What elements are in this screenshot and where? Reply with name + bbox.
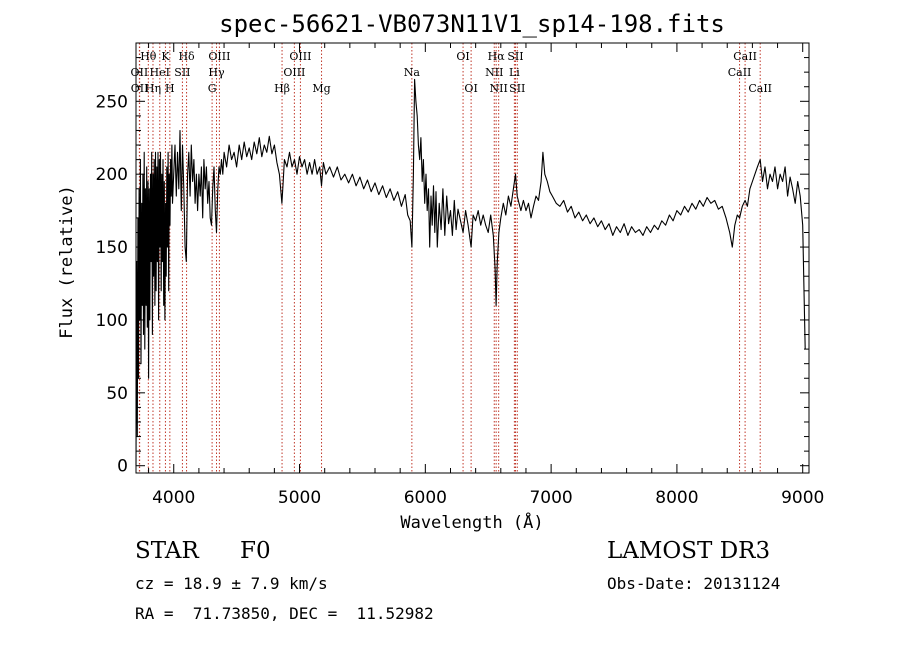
line-label-7: H: [165, 82, 175, 95]
line-label-8: Hδ: [178, 50, 195, 63]
line-label-25: CaII: [733, 50, 757, 63]
line-label-5: K: [161, 50, 170, 63]
x-axis-label: Wavelength (Å): [400, 511, 543, 533]
line-label-21: NII: [490, 82, 508, 95]
x-tick-label-5: 9000: [781, 488, 824, 508]
y-tick-label-4: 200: [96, 165, 128, 185]
chart-title: spec-56621-VB073N11V1_sp14-198.fits: [219, 10, 725, 38]
line-label-12: OIII: [289, 50, 311, 63]
y-tick-label-3: 150: [96, 238, 128, 258]
line-label-11: G: [208, 82, 217, 95]
x-tick-label-3: 7000: [529, 488, 572, 508]
line-label-15: Mg: [312, 82, 330, 95]
line-label-24: SII: [509, 82, 525, 95]
line-label-19: Hα: [488, 50, 506, 63]
plot-frame: [135, 42, 810, 474]
emission-line-markers: [138, 43, 761, 473]
observation-date: Obs-Date: 20131124: [607, 574, 781, 593]
line-label-13: OIII: [283, 66, 305, 79]
axes: 4000 5000 6000 7000 8000 9000 0 50 100 150 200 250: [96, 43, 824, 508]
line-label-9: OIII: [208, 50, 230, 63]
redshift-info: cz = 18.9 ± 7.9 km/s: [135, 574, 328, 593]
x-tick-label-0: 4000: [152, 488, 195, 508]
x-tick-label-4: 8000: [655, 488, 698, 508]
line-label-18: OI: [464, 82, 477, 95]
line-label-14: Hβ: [274, 82, 290, 95]
line-label-10: Hγ: [208, 66, 225, 79]
object-class: STAR: [135, 538, 199, 564]
y-axis-label: Flux (relative): [57, 185, 77, 339]
object-subclass: F0: [240, 538, 271, 564]
spectrum-line: [135, 78, 806, 466]
line-label-0: Hθ: [140, 50, 157, 63]
x-tick-label-2: 6000: [404, 488, 447, 508]
y-tick-label-0: 0: [117, 457, 128, 477]
x-tick-label-1: 5000: [278, 488, 321, 508]
y-tick-label-2: 100: [96, 311, 128, 331]
line-label-6: SII: [174, 66, 190, 79]
spectrum-series: [135, 78, 806, 466]
line-label-4: Hη: [145, 82, 161, 95]
line-label-17: OI: [456, 50, 469, 63]
coordinates-info: RA = 71.73850, DEC = 11.52982: [135, 604, 434, 623]
line-label-22: SII: [507, 50, 523, 63]
line-label-27: CaII: [748, 82, 772, 95]
line-label-20: NII: [485, 66, 503, 79]
line-label-26: CaII: [728, 66, 752, 79]
y-tick-label-1: 50: [106, 384, 128, 404]
survey-name: LAMOST DR3: [607, 538, 771, 564]
line-label-23: Li: [509, 66, 520, 79]
line-label-2: OII: [131, 82, 149, 95]
line-label-3: HeI: [150, 66, 170, 79]
y-tick-label-5: 250: [96, 92, 128, 112]
line-label-1: OII: [131, 66, 149, 79]
line-label-16: Na: [404, 66, 421, 79]
